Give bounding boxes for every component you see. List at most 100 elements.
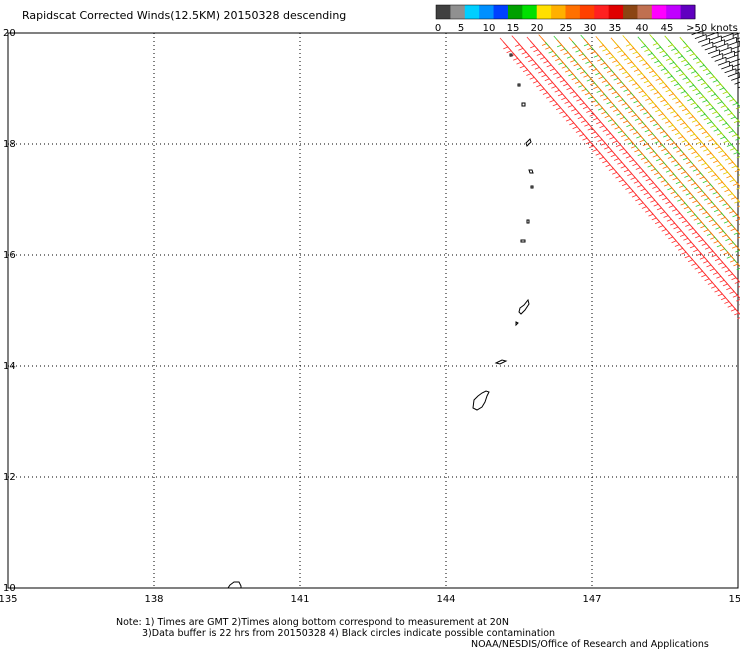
- wind-barb-flag: [653, 92, 659, 95]
- wind-barb-flag: [711, 254, 717, 258]
- wind-barb-flag: [630, 96, 635, 100]
- wind-barb: [734, 276, 740, 283]
- wind-barb-flag: [597, 58, 602, 62]
- lat-label: 16: [3, 250, 16, 261]
- wind-barb-flag: [701, 162, 707, 166]
- wind-barb-flag: [689, 245, 695, 249]
- wind-barb: [727, 72, 740, 77]
- wind-barb-flag: [721, 234, 727, 238]
- wind-barb-flag: [700, 225, 706, 229]
- colorbar-label: 25: [560, 23, 573, 34]
- wind-barb-flag: [720, 297, 726, 301]
- wind-barb-flag: [587, 47, 593, 51]
- wind-barb-flag: [565, 118, 571, 122]
- wind-barb-flag: [613, 158, 619, 161]
- wind-barb-flag: [634, 149, 640, 153]
- wind-barb-flag: [684, 63, 690, 67]
- wind-barb-flag: [557, 93, 563, 97]
- lat-label: 12: [3, 472, 16, 483]
- wind-barb-flag: [708, 219, 714, 223]
- wind-barb-flag: [662, 54, 668, 58]
- wind-barb-flag: [658, 193, 664, 197]
- wind-barb-flag: [673, 114, 679, 118]
- wind-barb-flag: [621, 134, 626, 138]
- wind-barb-flag: [688, 228, 694, 231]
- wind-barb-flag: [638, 122, 643, 125]
- wind-barb-flag: [551, 54, 557, 58]
- wind-barb-flag: [729, 210, 734, 214]
- wind-barb-flag: [700, 82, 706, 86]
- wind-barb-flag: [712, 191, 718, 195]
- wind-barb-flag: [617, 162, 623, 165]
- wind-barb-flag: [678, 248, 683, 251]
- lon-label: 144: [436, 594, 455, 605]
- wind-barb-flag: [562, 115, 568, 118]
- wind-barb-flag: [563, 52, 569, 55]
- wind-barb-flag: [704, 278, 710, 282]
- wind-barb-flag: [674, 244, 680, 247]
- island-outline: [528, 169, 534, 174]
- wind-barb-flag: [712, 272, 718, 275]
- wind-barb-flag: [724, 158, 730, 161]
- wind-barb-flag: [643, 192, 649, 196]
- wind-barb-flag: [611, 123, 617, 126]
- wind-barb-flag: [555, 107, 561, 111]
- wind-barb-flag: [640, 45, 646, 49]
- wind-barb-flag: [696, 141, 702, 145]
- wind-speed-colorbar: 0 5 10 15 20 25 30 35 40 45 >50 knots: [435, 4, 738, 34]
- wind-barb-flag: [644, 49, 650, 52]
- wind-barb-flag: [652, 154, 658, 158]
- wind-barb-flag: [689, 165, 695, 168]
- wind-barb-flag: [684, 143, 690, 147]
- wind-barb-flag: [672, 97, 677, 100]
- wind-barb-flag: [673, 195, 679, 198]
- island-outline: [509, 53, 513, 57]
- wind-barb-flag: [738, 143, 740, 145]
- wind-barb-flag: [713, 209, 719, 213]
- wind-barb-flag: [704, 86, 710, 89]
- wind-barb-flag: [574, 81, 580, 84]
- wind-barb-flag: [656, 127, 662, 130]
- wind-barb-flag: [680, 91, 686, 94]
- wind-barb-flag: [728, 130, 734, 134]
- wind-barb-flag: [617, 130, 623, 134]
- wind-barb-flag: [660, 211, 666, 215]
- wind-barb-flag: [619, 116, 625, 120]
- wind-barb-flag: [638, 171, 644, 174]
- wind-barb-flag: [640, 76, 646, 80]
- wind-barb-flag: [671, 209, 677, 212]
- wind-barb-flag: [709, 188, 715, 191]
- wind-barb-flag: [590, 131, 596, 135]
- wind-barb-flag: [516, 61, 522, 65]
- wind-barb-flag: [650, 88, 656, 91]
- wind-barb-flag: [731, 165, 737, 169]
- wind-barb-flag: [707, 282, 713, 285]
- wind-barb-flag: [519, 65, 525, 69]
- wind-barb-flag: [676, 118, 682, 122]
- wind-barb-flag: [668, 93, 674, 97]
- wind-barb-flag: [647, 133, 653, 137]
- wind-barb-flag: [685, 112, 691, 116]
- wind-barb-flag: [564, 69, 570, 73]
- wind-barb-flag: [637, 184, 642, 188]
- wind-barb-flag: [667, 44, 673, 48]
- wind-barb-flag: [686, 130, 692, 133]
- wind-barb-flag: [618, 179, 624, 183]
- wind-barb-flag: [706, 72, 711, 76]
- wind-barb-flag: [690, 182, 696, 186]
- wind-barb-flag: [624, 106, 630, 110]
- wind-barb-flag: [704, 198, 709, 201]
- lon-label: 147: [582, 594, 601, 605]
- wind-barb-flag: [582, 106, 588, 110]
- wind-barb-flag: [723, 109, 729, 112]
- colorbar-label: 35: [609, 23, 622, 34]
- note-line-1: Note: 1) Times are GMT 2)Times along bot…: [116, 617, 509, 628]
- wind-barb-flag: [681, 220, 687, 224]
- wind-barb-flag: [643, 112, 649, 115]
- wind-barb-flag: [659, 50, 665, 54]
- wind-barb-flag: [734, 281, 740, 284]
- wind-barb-flag: [649, 151, 655, 154]
- wind-barb-flag: [541, 74, 547, 78]
- wind-barb-flag: [588, 145, 594, 149]
- wind-barb-flag: [632, 163, 638, 167]
